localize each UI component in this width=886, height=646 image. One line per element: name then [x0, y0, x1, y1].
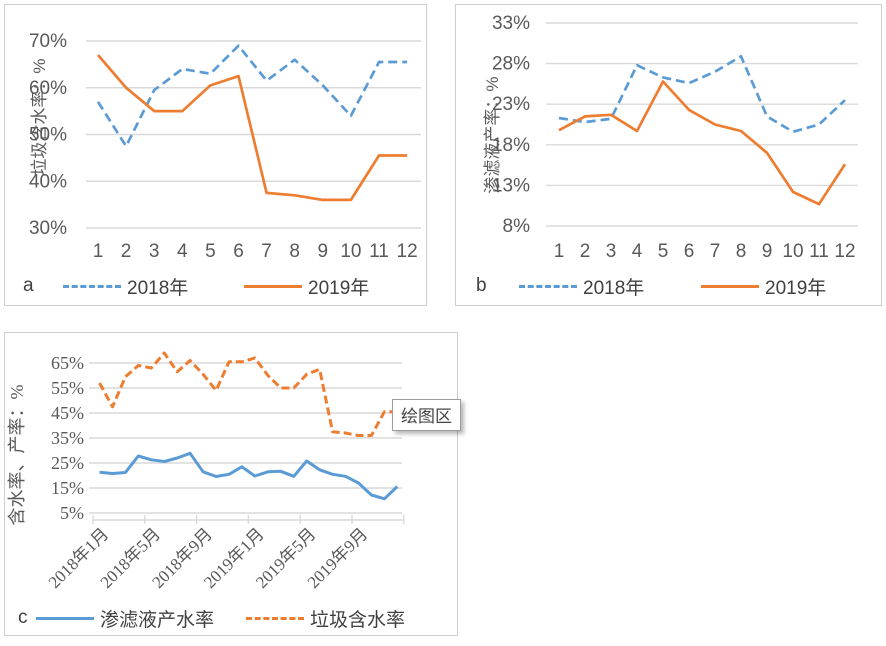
x-tick-label: 4: [632, 241, 643, 262]
legend-label-2018: 2018年: [127, 277, 189, 299]
y-tick-label: 30%: [29, 218, 67, 239]
x-tick-label: 7: [710, 241, 721, 262]
chart-canvas-c: 65%55%45%35%25%15%5%含水率、产率：%2018年1月2018年…: [7, 351, 405, 592]
legend-line-moisture-icon: [246, 616, 304, 620]
x-tick-label: 2: [121, 241, 132, 262]
x-tick-label: 9: [762, 241, 773, 262]
y-tick-label: 60%: [29, 78, 67, 99]
series-line-2018年: [558, 54, 846, 134]
plot-area-tooltip: 绘图区: [392, 399, 461, 431]
x-tick-label: 8: [736, 241, 747, 262]
legend-label-moisture: 垃圾含水率: [310, 609, 406, 631]
y-tick-label: 28%: [492, 54, 530, 75]
legend-line-2019-icon: [701, 284, 759, 288]
y-tick-label: 55%: [51, 378, 84, 398]
series-line-垃圾含水率: [98, 351, 398, 437]
chart-canvas-b: 33%28%23%18%13%8%渗滤液产率：%1 2 3 4 5 6 7 8 9 10 11 12: [483, 13, 858, 262]
panel-label-a: a: [23, 275, 34, 296]
x-tick-label: 5: [205, 241, 216, 262]
series-line-2019年: [96, 54, 408, 202]
x-tick-label: 9: [318, 241, 329, 262]
y-tick-label: 5%: [60, 503, 84, 523]
y-tick-label: 13%: [492, 175, 530, 196]
y-tick-label: 15%: [51, 478, 84, 498]
legend-label-leachate: 渗滤液产水率: [100, 609, 215, 631]
legend-item-leachate[interactable]: 渗滤液产水率: [36, 607, 215, 631]
legend-line-2019-icon: [244, 284, 302, 288]
x-tick-label: 11: [369, 241, 389, 262]
legend-item-2019[interactable]: 2019年: [244, 275, 370, 299]
y-axis-title: 垃圾含水率：%: [30, 58, 49, 175]
legend-item-2018[interactable]: 2018年: [519, 275, 645, 299]
panel-label-b: b: [476, 275, 487, 296]
legend-line-2018-icon: [519, 284, 577, 288]
y-tick-label: 50%: [29, 125, 67, 146]
x-tick-label: 10: [782, 241, 803, 262]
x-tick-label: 8: [289, 241, 300, 262]
legend-label-2018: 2018年: [583, 277, 645, 299]
legend-item-2018[interactable]: 2018年: [63, 275, 189, 299]
y-axis-title: 渗滤液产率：%: [483, 76, 502, 193]
legend-label-2019: 2019年: [765, 277, 827, 299]
x-tick-label: 11: [809, 241, 829, 262]
series-line-2018年: [96, 44, 408, 148]
x-tick-label: 5: [658, 241, 669, 262]
legend-line-leachate-icon: [36, 616, 94, 620]
x-tick-label: 1: [93, 241, 104, 262]
x-tick-label: 12: [834, 241, 855, 262]
y-tick-label: 23%: [492, 94, 530, 115]
chart-panel-a[interactable]: 70% 60% 50% 40% 30% 垃圾含水率：% 1 2 3 4 5 6 7 8 9 10 11 12 a …: [4, 4, 427, 306]
legend-item-moisture[interactable]: 垃圾含水率: [246, 607, 406, 631]
panel-label-c: c: [18, 607, 28, 628]
y-tick-label: 33%: [492, 13, 530, 34]
x-tick-label: 6: [233, 241, 244, 262]
x-tick-label: 12: [397, 241, 418, 262]
chart-panel-c[interactable]: 65% 55% 45% 35% 25% 15% 5% 含水率、产率：% 2018年1月 2018年…: [4, 332, 458, 636]
y-tick-label: 45%: [51, 403, 84, 423]
y-tick-label: 65%: [51, 353, 84, 373]
series-line-渗滤液产水率: [99, 451, 399, 501]
y-tick-label: 25%: [51, 453, 84, 473]
y-tick-label: 35%: [51, 428, 84, 448]
chart-canvas-a: 70%60%50%40%30%垃圾含水率：%1 2 3 4 5 6 7 8 9 10 11 12: [29, 31, 421, 262]
series-line-2019年: [558, 80, 847, 206]
x-tick-label: 4: [177, 241, 188, 262]
legend-label-2019: 2019年: [308, 277, 370, 299]
x-tick-label: 3: [606, 241, 617, 262]
x-tick-label: 6: [684, 241, 695, 262]
chart-panel-b[interactable]: 33% 28% 23% 18% 13% 8% 渗滤液产率：% 1 2 3 4 5 6 7 8 9 10 11 12 …: [455, 4, 882, 306]
legend-item-2019[interactable]: 2019年: [701, 275, 827, 299]
x-tick-label: 3: [149, 241, 160, 262]
x-tick-label: 2: [580, 241, 591, 262]
y-tick-label: 70%: [29, 31, 67, 52]
x-tick-label: 10: [340, 241, 361, 262]
y-axis-title: 含水率、产率：%: [7, 385, 27, 526]
legend-line-2018-icon: [63, 284, 121, 288]
y-tick-label: 18%: [492, 135, 530, 156]
x-tick-label: 1: [554, 241, 565, 262]
y-tick-label: 8%: [503, 216, 531, 237]
x-tick-label: 7: [261, 241, 272, 262]
y-tick-label: 40%: [29, 171, 67, 192]
